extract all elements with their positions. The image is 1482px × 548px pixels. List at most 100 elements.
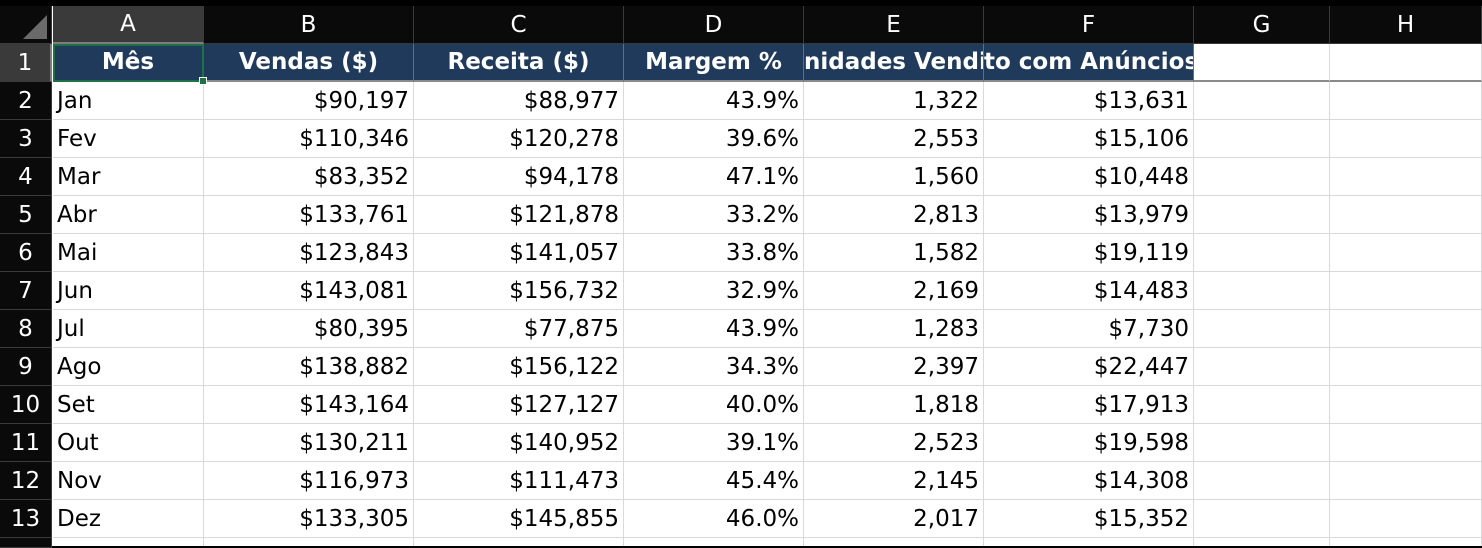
value-cell[interactable]: $120,278 xyxy=(414,120,624,158)
value-cell[interactable]: 45.4% xyxy=(624,462,804,500)
empty-cell[interactable] xyxy=(1194,158,1330,196)
value-cell[interactable]: $156,122 xyxy=(414,348,624,386)
value-cell[interactable]: $14,483 xyxy=(984,272,1194,310)
month-cell[interactable]: Jun xyxy=(53,272,204,310)
value-cell[interactable]: 2,553 xyxy=(804,120,984,158)
value-cell[interactable]: 33.8% xyxy=(624,234,804,272)
row-header-12[interactable]: 12 xyxy=(0,462,52,500)
table-header-cell[interactable]: Receita ($) xyxy=(414,44,624,82)
month-cell[interactable]: Ago xyxy=(53,348,204,386)
empty-cell[interactable] xyxy=(1330,538,1482,546)
month-cell[interactable]: Nov xyxy=(53,462,204,500)
empty-cell[interactable] xyxy=(984,538,1194,546)
month-cell[interactable]: Out xyxy=(53,424,204,462)
empty-cell[interactable] xyxy=(804,538,984,546)
value-cell[interactable]: 2,523 xyxy=(804,424,984,462)
value-cell[interactable]: 46.0% xyxy=(624,500,804,538)
month-cell[interactable]: Jul xyxy=(53,310,204,348)
value-cell[interactable]: $133,305 xyxy=(204,500,414,538)
table-header-cell[interactable]: nidades Vendid xyxy=(804,44,984,82)
empty-cell[interactable] xyxy=(1330,348,1482,386)
value-cell[interactable]: $143,164 xyxy=(204,386,414,424)
empty-cell[interactable] xyxy=(414,538,624,546)
value-cell[interactable]: 39.6% xyxy=(624,120,804,158)
fill-handle[interactable] xyxy=(199,77,207,85)
table-header-cell[interactable]: Margem % xyxy=(624,44,804,82)
column-header-g[interactable]: G xyxy=(1194,6,1330,44)
value-cell[interactable]: $10,448 xyxy=(984,158,1194,196)
empty-cell[interactable] xyxy=(1194,538,1330,546)
row-header-11[interactable]: 11 xyxy=(0,424,52,462)
column-header-a[interactable]: A xyxy=(53,6,204,44)
value-cell[interactable]: $145,855 xyxy=(414,500,624,538)
row-header-9[interactable]: 9 xyxy=(0,348,52,386)
empty-cell[interactable] xyxy=(1194,348,1330,386)
empty-cell[interactable] xyxy=(624,538,804,546)
value-cell[interactable]: $14,308 xyxy=(984,462,1194,500)
empty-cell[interactable] xyxy=(1194,272,1330,310)
empty-cell[interactable] xyxy=(1194,234,1330,272)
value-cell[interactable]: 1,283 xyxy=(804,310,984,348)
row-header-6[interactable]: 6 xyxy=(0,234,52,272)
value-cell[interactable]: 2,017 xyxy=(804,500,984,538)
value-cell[interactable]: 33.2% xyxy=(624,196,804,234)
row-header-8[interactable]: 8 xyxy=(0,310,52,348)
value-cell[interactable]: $15,352 xyxy=(984,500,1194,538)
empty-cell[interactable] xyxy=(1330,462,1482,500)
empty-cell[interactable] xyxy=(1330,500,1482,538)
month-cell[interactable]: Jan xyxy=(53,82,204,120)
column-header-f[interactable]: F xyxy=(984,6,1194,44)
month-cell[interactable]: Abr xyxy=(53,196,204,234)
table-header-cell[interactable]: Mês xyxy=(53,44,204,82)
value-cell[interactable]: $127,127 xyxy=(414,386,624,424)
row-header-10[interactable]: 10 xyxy=(0,386,52,424)
empty-cell[interactable] xyxy=(1330,310,1482,348)
empty-cell[interactable] xyxy=(1194,310,1330,348)
value-cell[interactable]: 2,169 xyxy=(804,272,984,310)
value-cell[interactable]: $80,395 xyxy=(204,310,414,348)
empty-cell[interactable] xyxy=(1194,462,1330,500)
value-cell[interactable]: $17,913 xyxy=(984,386,1194,424)
value-cell[interactable]: $83,352 xyxy=(204,158,414,196)
value-cell[interactable]: $13,979 xyxy=(984,196,1194,234)
value-cell[interactable]: $141,057 xyxy=(414,234,624,272)
month-cell[interactable]: Set xyxy=(53,386,204,424)
value-cell[interactable]: 1,560 xyxy=(804,158,984,196)
value-cell[interactable]: $138,882 xyxy=(204,348,414,386)
value-cell[interactable]: $116,973 xyxy=(204,462,414,500)
empty-cell[interactable] xyxy=(1330,272,1482,310)
month-cell[interactable]: Mai xyxy=(53,234,204,272)
column-header-e[interactable]: E xyxy=(804,6,984,44)
value-cell[interactable]: $7,730 xyxy=(984,310,1194,348)
month-cell[interactable]: Fev xyxy=(53,120,204,158)
row-header-1[interactable]: 1 xyxy=(0,44,52,82)
empty-cell[interactable] xyxy=(204,538,414,546)
empty-cell[interactable] xyxy=(1330,44,1482,82)
empty-cell[interactable] xyxy=(1194,500,1330,538)
value-cell[interactable]: $140,952 xyxy=(414,424,624,462)
value-cell[interactable]: $130,211 xyxy=(204,424,414,462)
row-header-2[interactable]: 2 xyxy=(0,82,52,120)
value-cell[interactable]: $121,878 xyxy=(414,196,624,234)
value-cell[interactable]: 32.9% xyxy=(624,272,804,310)
empty-cell[interactable] xyxy=(1194,120,1330,158)
empty-cell[interactable] xyxy=(1194,196,1330,234)
empty-cell[interactable] xyxy=(1194,82,1330,120)
value-cell[interactable]: 2,397 xyxy=(804,348,984,386)
select-all-button[interactable] xyxy=(0,6,52,44)
value-cell[interactable]: $77,875 xyxy=(414,310,624,348)
value-cell[interactable]: $22,447 xyxy=(984,348,1194,386)
value-cell[interactable]: 39.1% xyxy=(624,424,804,462)
value-cell[interactable]: 2,145 xyxy=(804,462,984,500)
empty-cell[interactable] xyxy=(1330,158,1482,196)
row-header-3[interactable]: 3 xyxy=(0,120,52,158)
value-cell[interactable]: 47.1% xyxy=(624,158,804,196)
value-cell[interactable]: $143,081 xyxy=(204,272,414,310)
empty-cell[interactable] xyxy=(1194,44,1330,82)
value-cell[interactable]: $19,119 xyxy=(984,234,1194,272)
value-cell[interactable]: 43.9% xyxy=(624,82,804,120)
column-header-b[interactable]: B xyxy=(204,6,414,44)
column-header-d[interactable]: D xyxy=(624,6,804,44)
empty-cell[interactable] xyxy=(1330,386,1482,424)
value-cell[interactable]: $123,843 xyxy=(204,234,414,272)
